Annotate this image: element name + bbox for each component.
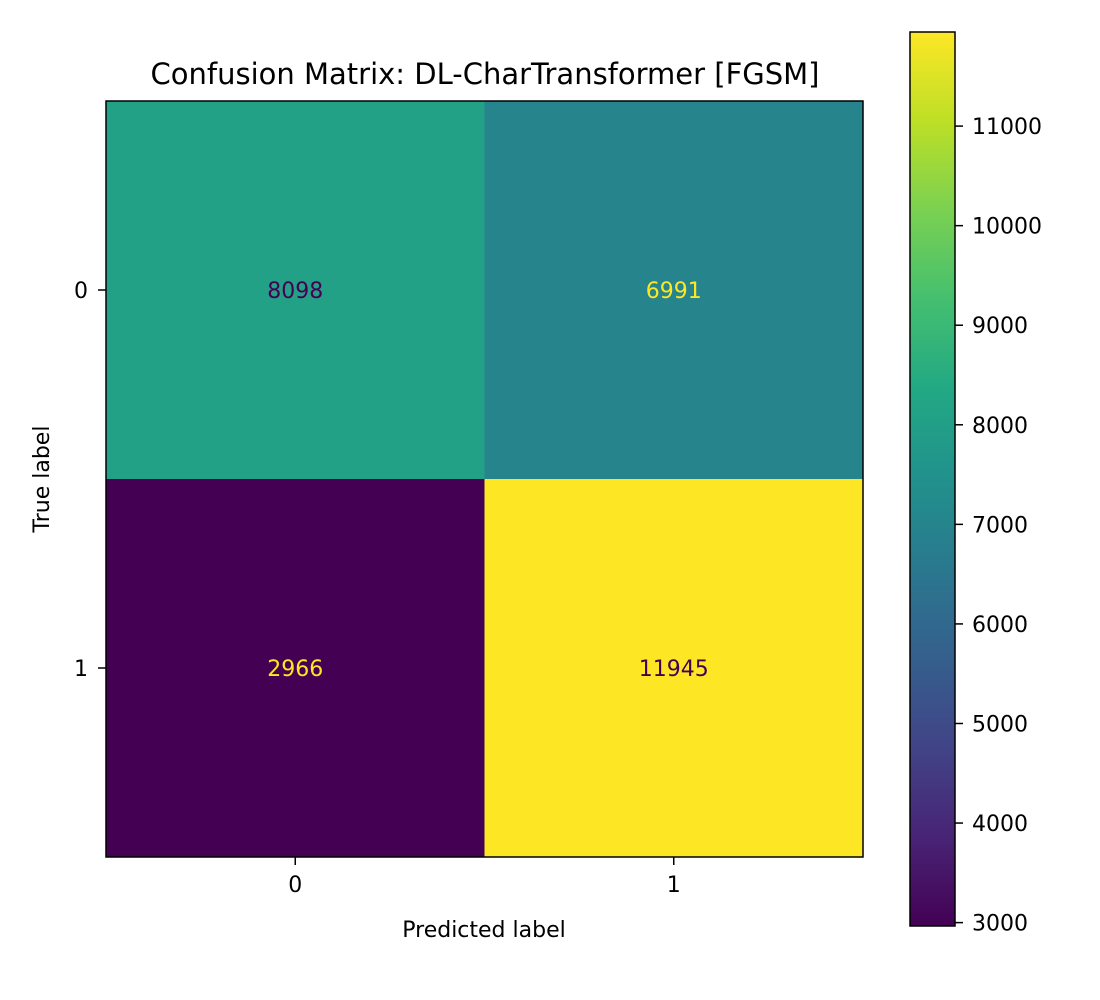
colorbar [910,32,955,926]
heatmap-cells: 8098 6991 2966 11945 [106,101,864,858]
colorbar-tick-label: 7000 [972,513,1028,538]
cell-value-0-0: 8098 [267,279,323,304]
colorbar-tick-label: 4000 [972,812,1028,837]
colorbar-tick-label: 8000 [972,414,1028,439]
x-tick-label: 1 [667,873,681,898]
colorbar-tick-label: 5000 [972,712,1028,737]
cell-value-0-1: 6991 [646,279,702,304]
y-axis-label: True label [30,426,55,534]
colorbar-tick-label: 11000 [972,115,1042,140]
colorbar-tick-label: 9000 [972,314,1028,339]
colorbar-ticks: 3000 4000 5000 6000 7000 8000 9000 10000 11000 [955,115,1042,937]
plot-frame [105,100,864,858]
cell-value-1-0: 2966 [267,657,323,682]
y-axis-ticks: 01 [74,279,106,682]
heatmap-cell-0-0 [106,101,485,480]
colorbar-tick-label: 3000 [972,912,1028,937]
x-tick-label: 0 [288,873,302,898]
chart-title: Confusion Matrix: DL-CharTransformer [FG… [151,57,820,91]
heatmap-cell-0-1 [484,101,864,480]
heatmap-cell-1-1 [484,479,864,858]
colorbar-tick-label: 6000 [972,613,1028,638]
colorbar-frame [909,31,956,927]
y-tick-label: 0 [74,279,88,304]
x-axis-label: Predicted label [402,918,565,943]
y-tick-label: 1 [74,657,88,682]
heatmap-cell-1-0 [106,479,485,858]
colorbar-tick-label: 10000 [972,215,1042,240]
cell-value-1-1: 11945 [639,657,709,682]
